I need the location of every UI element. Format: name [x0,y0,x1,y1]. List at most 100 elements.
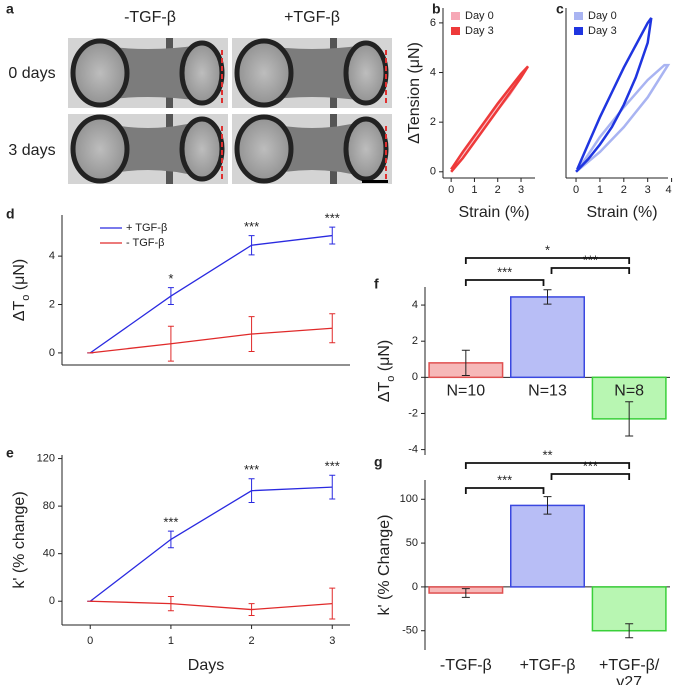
series-line [90,328,332,353]
y-axis-label-part: ΔT [376,382,393,403]
row-label: 0 days [8,65,55,82]
y-axis-label: k' (% change) [11,491,28,588]
significance: ** [542,447,552,462]
x-tick-label: 1 [168,635,174,647]
column-label: -TGF-β [124,9,176,26]
significance: *** [583,252,598,267]
tissue-end [182,119,222,179]
significance: *** [244,219,259,234]
significance-bracket [552,268,630,274]
x-tick-label: +TGF-β [520,657,576,674]
legend-swatch [574,12,583,20]
bar-label: N=10 [446,383,485,400]
significance: *** [583,458,598,473]
y-tick-label: -4 [408,443,418,455]
x-tick-label: 3 [329,635,335,647]
panel-letter: g [374,454,383,470]
significance: *** [325,211,340,226]
y-tick-label: 0 [430,166,436,178]
significance-bracket [466,463,629,469]
y-tick-label: 4 [49,250,55,262]
tissue-end [73,41,127,105]
significance: *** [163,515,178,530]
y-tick-label: 2 [412,335,418,347]
x-tick-label: 0 [448,184,454,196]
x-tick-label: 1 [597,184,603,196]
legend-label: + TGF-β [126,222,167,234]
significance-bracket [552,474,630,480]
panel-letter: e [6,445,14,461]
error-bar [168,288,174,305]
panel-letter: b [432,1,441,17]
bar [511,505,585,586]
y-tick-label: 50 [406,537,418,549]
tissue-end [346,43,386,103]
x-tick-label-line: y27 [616,674,642,685]
scale-bar [362,180,388,183]
y-tick-label: 120 [37,452,55,464]
column-label: +TGF-β [284,9,340,26]
significance: * [168,271,173,286]
x-axis-label: Strain (%) [586,204,657,221]
significance: *** [497,264,512,279]
legend-label: Day 3 [588,25,617,37]
x-axis-label: Strain (%) [458,204,529,221]
x-tick-label: 0 [87,635,93,647]
significance: *** [497,472,512,487]
chart-g: gk' (% Change)-50050100-TGF-β+TGF-β+TGF-… [374,447,670,685]
x-tick-label: 4 [665,184,671,196]
x-tick-label: 0 [573,184,579,196]
y-tick-label: 40 [43,548,55,560]
legend-label: Day 0 [588,10,617,22]
y-tick-label: 0 [49,595,55,607]
tissue-end [346,119,386,179]
y-axis-label-part: (μN) [11,259,28,295]
y-axis-label-part: ΔT [11,301,28,322]
y-tick-label: 2 [430,116,436,128]
significance-bracket [466,280,544,286]
y-tick-label: 100 [400,493,418,505]
panel-letter: d [6,206,15,222]
legend-label: Day 3 [465,25,494,37]
series-line [90,601,332,609]
series-line [451,66,528,171]
x-tick-label: 2 [249,635,255,647]
y-axis-label: ΔTo (μN) [11,259,32,321]
legend-swatch [574,27,583,35]
micrographs [68,38,392,184]
x-tick-label-line: +TGF-β/ [599,657,660,674]
significance-bracket [466,488,544,494]
tissue-end [73,117,127,181]
legend-label: Day 0 [465,10,494,22]
x-tick-label: 2 [495,184,501,196]
series-line [90,236,332,353]
panel-letter: f [374,276,379,292]
figure: a -TGF-β +TGF-β 0 days 3 days bΔTension … [0,0,673,685]
y-axis-label: k' (% Change) [376,515,393,616]
bar [511,297,585,377]
error-bar [168,531,174,548]
y-tick-label: 4 [412,299,418,311]
significance: * [545,242,550,257]
y-tick-label: -2 [408,407,418,419]
y-tick-label: 0 [412,371,418,383]
y-tick-label: 0 [412,581,418,593]
tissue-end [237,41,291,105]
legend-swatch [451,27,460,35]
y-tick-label: 6 [430,17,436,29]
x-tick-label: -TGF-β [440,657,492,674]
y-axis-label-part: (μN) [376,340,393,376]
significance: *** [325,459,340,474]
y-axis-label: ΔTension (μN) [406,42,423,144]
tissue-end [182,43,222,103]
y-tick-label: 2 [49,298,55,310]
significance-bracket [466,258,629,264]
panel-letter: c [556,1,564,17]
series-line [576,18,651,172]
legend-label: - TGF-β [126,237,165,249]
y-axis-label: ΔTo (μN) [376,340,397,402]
x-axis-label: Days [188,657,224,674]
